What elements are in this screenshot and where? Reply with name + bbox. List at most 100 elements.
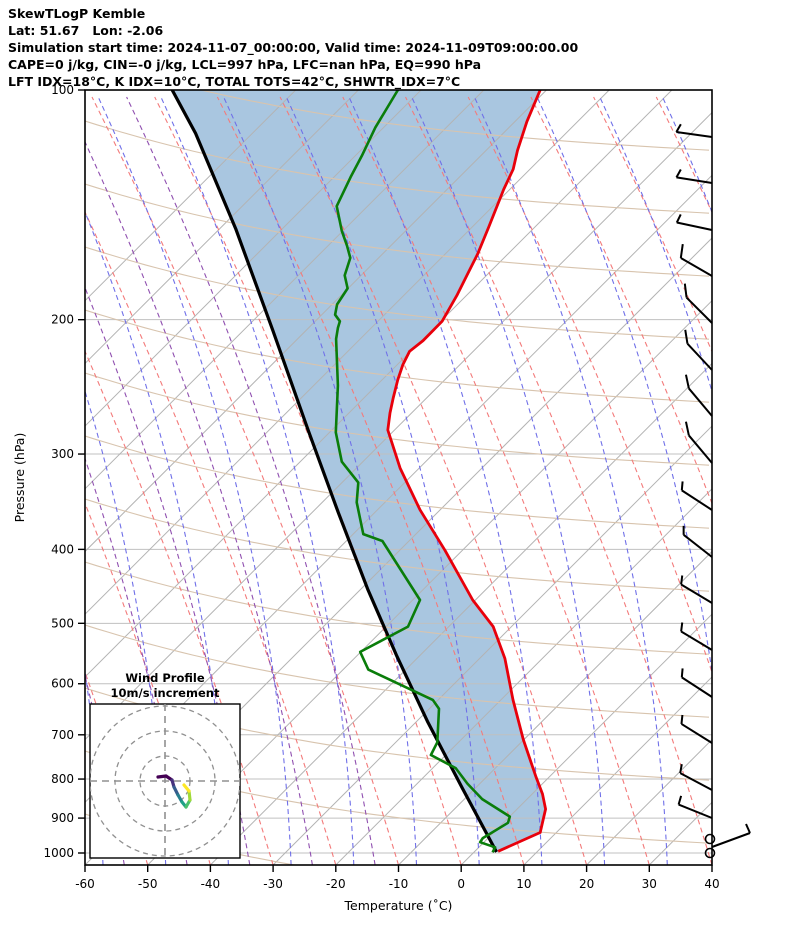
dry-adiabat-line	[85, 183, 710, 277]
isotherm-line	[85, 90, 422, 427]
moist-adiabat-line	[411, 96, 606, 865]
isotherm-line	[85, 111, 712, 741]
inset-title-line1: Wind Profile	[125, 671, 205, 685]
wind-barb-staff	[676, 130, 713, 138]
wind-barb-staff	[688, 434, 713, 464]
wind-barb-tick	[680, 622, 684, 632]
calm-wind-circle-icon	[704, 847, 716, 859]
wind-barb-tick	[680, 714, 684, 725]
x-tick-label: 0	[457, 877, 465, 891]
wind-barb-staff	[676, 176, 713, 184]
mixing-ratio-line	[85, 140, 313, 865]
moist-adiabat-line	[536, 96, 712, 676]
x-tick-label: 30	[642, 877, 657, 891]
wind-barb-tick	[745, 823, 751, 834]
x-tick-label: -50	[138, 877, 158, 891]
dry-adiabat-line	[85, 0, 709, 24]
red-dashed-adiabat	[655, 96, 712, 214]
y-tick-label: 100	[51, 83, 74, 97]
y-tick-label: 800	[51, 772, 74, 786]
moist-adiabat-line	[348, 96, 543, 865]
moist-adiabat-line	[473, 96, 668, 865]
wind-barb-tick	[679, 764, 683, 774]
location-line: Lat: 51.67 Lon: -2.06	[8, 23, 164, 38]
isotherm-line	[85, 90, 610, 615]
red-dashed-adiabat	[719, 97, 794, 865]
wind-barb-tick	[675, 123, 682, 133]
moist-adiabat-line	[788, 97, 794, 865]
isotherm-line	[85, 90, 673, 678]
isotherm-line	[460, 613, 712, 865]
x-tick-label: -60	[75, 877, 95, 891]
isotherm-line	[210, 362, 712, 865]
moist-adiabat-line	[599, 96, 712, 394]
wind-barb-staff	[685, 296, 713, 324]
wind-barb-tick	[680, 575, 684, 585]
y-tick-label: 600	[51, 677, 74, 691]
y-tick-label: 1000	[43, 846, 74, 860]
y-tick-label: 200	[51, 313, 74, 327]
x-tick-label: 40	[704, 877, 719, 891]
red-dashed-adiabat	[530, 96, 712, 505]
x-tick-label: -20	[326, 877, 346, 891]
x-tick-label: -10	[389, 877, 409, 891]
temperature-curve	[386, 90, 547, 853]
wind-barb-staff	[679, 772, 713, 791]
moist-adiabat-line	[661, 96, 712, 214]
wind-barb-tick	[675, 169, 682, 178]
dry-adiabat-line	[85, 372, 710, 466]
isotherm-line	[398, 550, 712, 865]
x-axis-label: Temperature (˚C)	[344, 898, 453, 913]
isotherm-line	[648, 801, 712, 865]
cape-cin-line: CAPE=0 j/kg, CIN=-0 j/kg, LCL=997 hPa, L…	[8, 57, 482, 72]
isotherm-line	[85, 90, 297, 302]
wind-barbs	[675, 123, 751, 859]
isotherm-line	[523, 676, 712, 865]
dry-adiabat-line	[85, 120, 710, 214]
y-axis-label: Pressure (hPa)	[12, 433, 27, 523]
dewpoint-curve	[333, 90, 512, 853]
dry-adiabat-line	[85, 0, 709, 87]
indices-line: LFT IDX=18°C, K IDX=10°C, TOTAL TOTS=42°…	[8, 74, 461, 89]
wind-barb-tick	[679, 243, 684, 259]
parcel-profile-curve	[170, 90, 498, 853]
dry-adiabat-line	[85, 561, 710, 655]
isotherm-line	[272, 425, 712, 865]
dry-adiabat-line	[85, 309, 710, 403]
isotherm-line	[85, 90, 547, 553]
dry-adiabat-line	[198, 90, 710, 151]
x-tick-label: 10	[516, 877, 531, 891]
moist-adiabat-line	[97, 96, 292, 865]
inset-title-line2: 10m/s increment	[111, 686, 220, 700]
wind-barb-staff	[681, 676, 713, 698]
isotherm-line	[711, 864, 712, 865]
wind-barb-tick	[680, 481, 684, 491]
dry-adiabat-line	[85, 246, 710, 340]
wind-barb-tick	[677, 795, 683, 805]
dry-adiabat-line	[85, 435, 710, 529]
wind-barb-tick	[684, 329, 689, 344]
x-tick-label: -40	[201, 877, 221, 891]
dry-adiabat-line	[85, 624, 710, 718]
calm-wind-circle-icon	[704, 833, 716, 845]
wind-barb-staff	[681, 489, 713, 511]
x-tick-label: -30	[263, 877, 283, 891]
y-tick-label: 700	[51, 728, 74, 742]
x-tick-label: 20	[579, 877, 594, 891]
wind-barb-tick	[683, 283, 688, 298]
y-tick-label: 500	[51, 616, 74, 630]
moist-adiabat-line	[725, 97, 794, 865]
wind-barb-staff	[680, 583, 713, 604]
y-tick-label: 400	[51, 542, 74, 556]
moist-adiabat-line	[223, 96, 418, 865]
wind-barb-staff	[688, 387, 713, 417]
wind-barb-staff	[686, 342, 713, 371]
wind-barb-tick	[675, 213, 682, 223]
cin-shaded-area	[172, 90, 546, 852]
wind-barb-staff	[680, 630, 713, 651]
isotherm-line	[85, 90, 485, 490]
figure-title: SkewTLogP Kemble	[8, 6, 146, 21]
